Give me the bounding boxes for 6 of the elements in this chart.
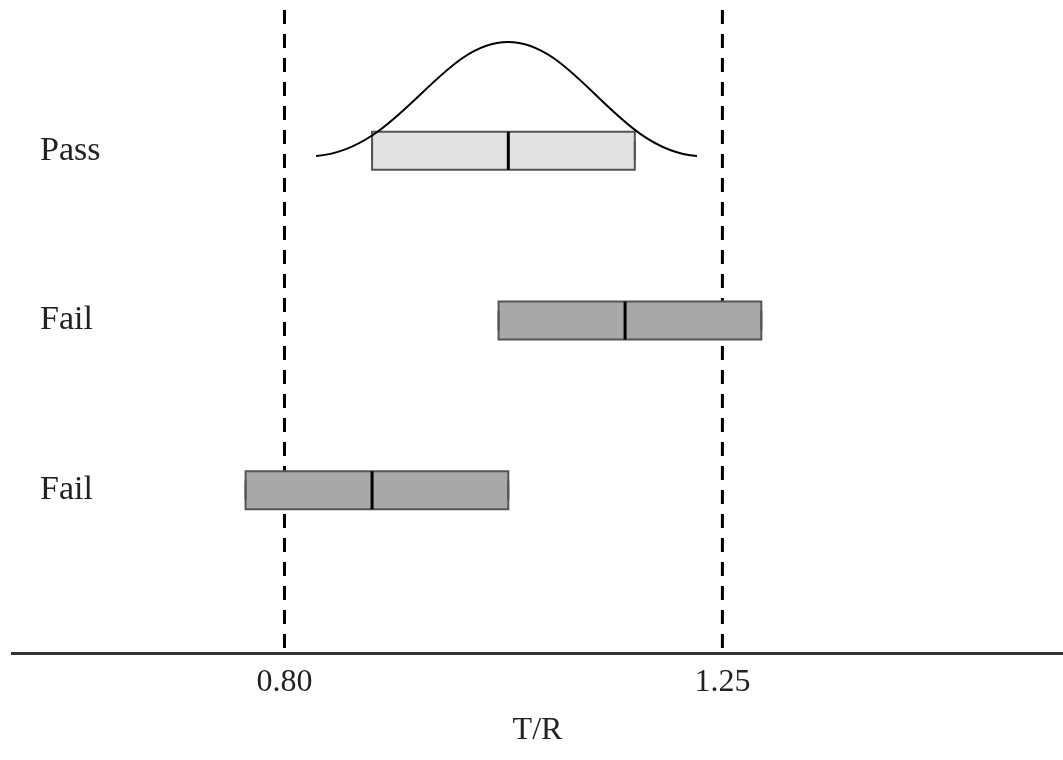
- x-tick-label: 0.80: [256, 661, 313, 698]
- x-tick-label: 1.25: [694, 661, 751, 698]
- y-tick-label: Fail: [40, 299, 93, 337]
- y-tick-label: Fail: [40, 469, 93, 507]
- y-tick-label: Pass: [40, 129, 101, 167]
- x-axis-title: T/R: [512, 710, 564, 747]
